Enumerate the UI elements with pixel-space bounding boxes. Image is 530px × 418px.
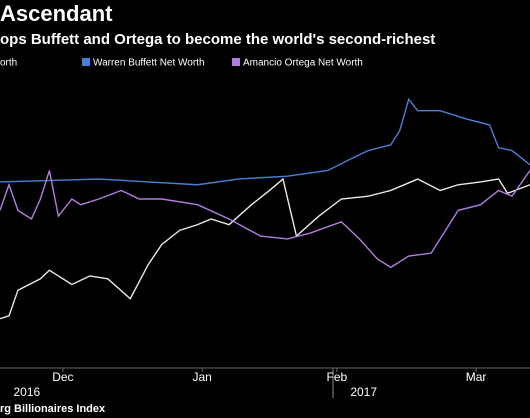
x-tick-label: Dec (52, 370, 73, 384)
year-label: 2016 (13, 385, 40, 399)
x-tick-label: Feb (327, 370, 348, 384)
chart-title: Ascendant (0, 1, 113, 26)
line (0, 177, 530, 320)
x-tick-label: Jan (192, 370, 211, 384)
legend-swatch (232, 58, 240, 66)
legend-label: Warren Buffett Net Worth (93, 58, 205, 69)
legend-label: Amancio Ortega Net Worth (243, 58, 363, 69)
legend-label: orth (0, 58, 17, 69)
chart-subtitle: ops Buffett and Ortega to become the wor… (0, 31, 435, 48)
source: rg Billionaires Index (0, 403, 106, 415)
x-tick-label: Mar (466, 370, 487, 384)
legend-swatch (82, 58, 90, 66)
year-label: 2017 (350, 385, 377, 399)
line (0, 170, 530, 269)
line (0, 97, 530, 186)
